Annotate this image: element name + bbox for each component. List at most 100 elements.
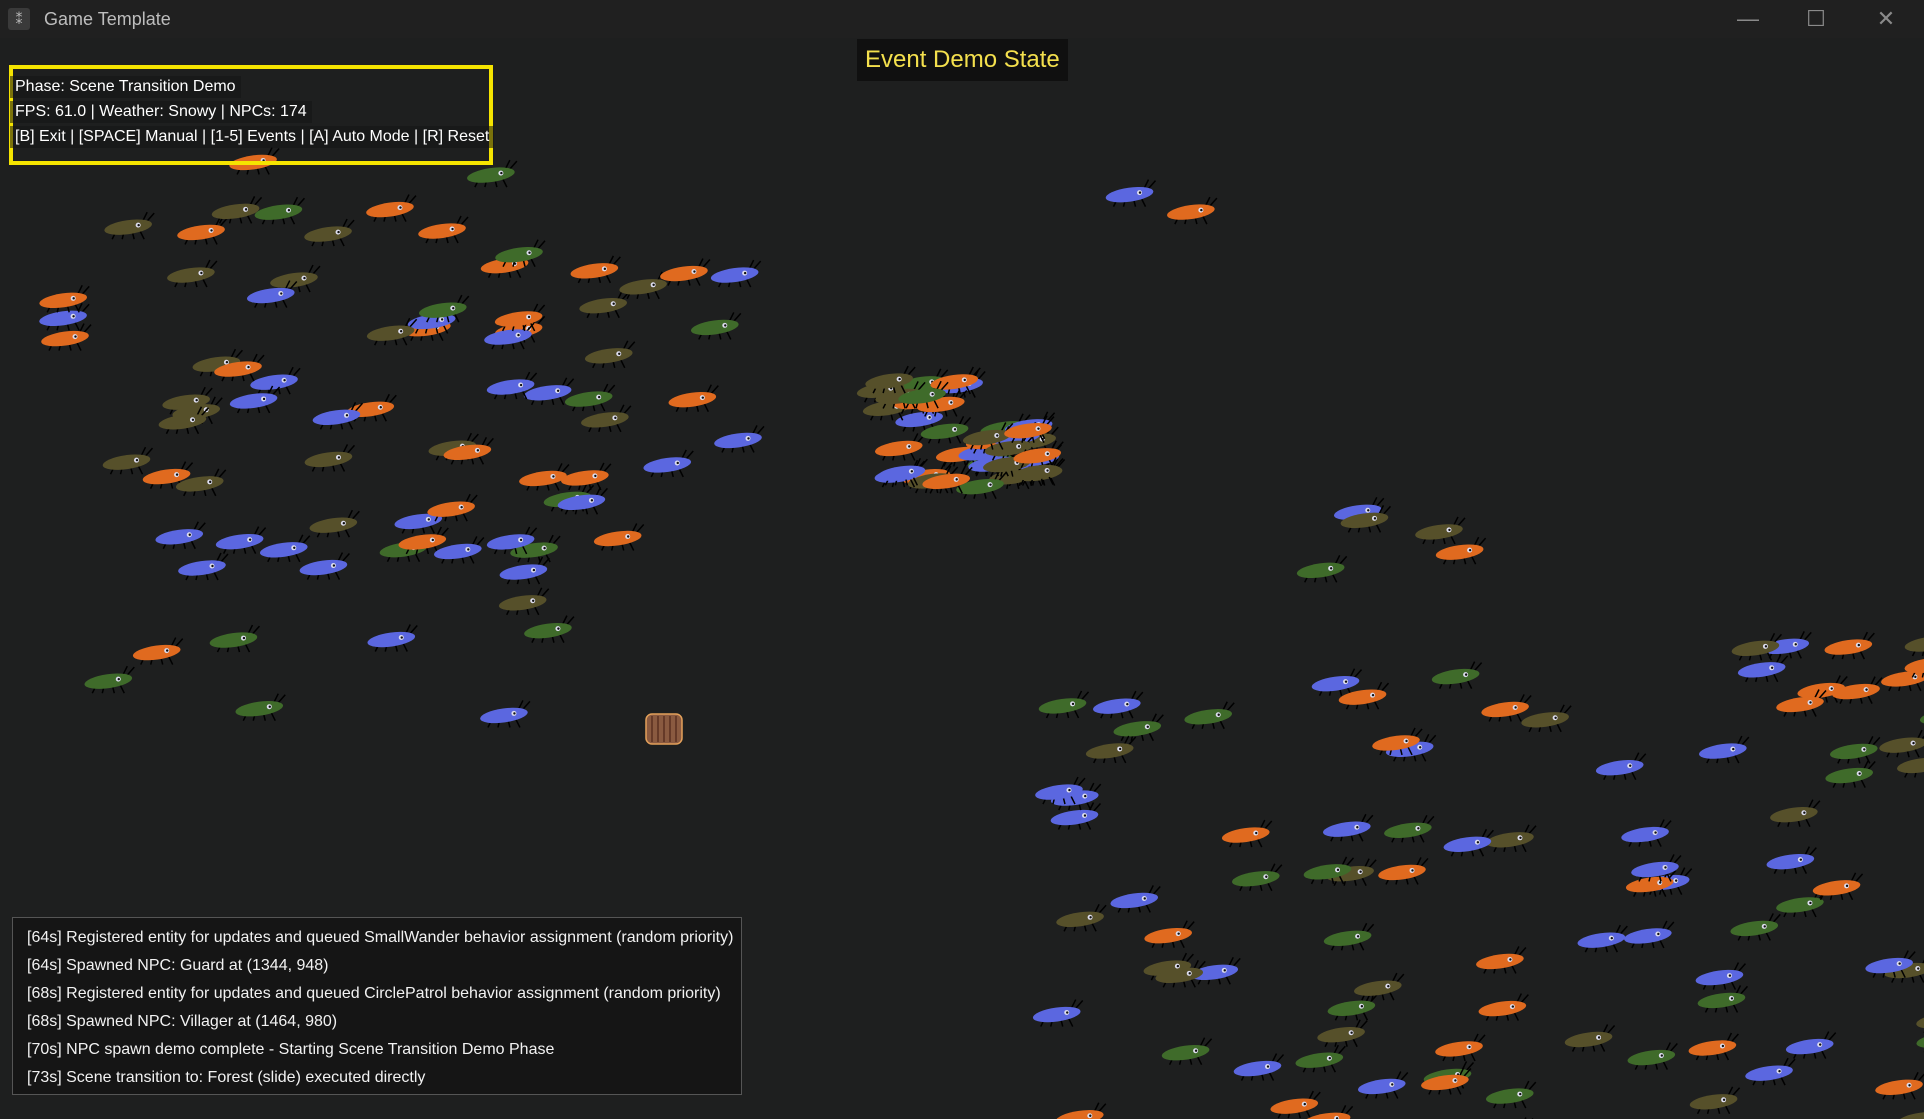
npc-sprite — [1270, 1090, 1321, 1119]
npc-sprite — [499, 556, 550, 585]
npc-sprite — [229, 385, 281, 414]
npc-sprite — [394, 506, 445, 534]
npc-sprite — [1476, 946, 1527, 974]
npc-sprite — [1415, 516, 1466, 545]
npc-sprite — [1378, 857, 1429, 885]
npc-sprite — [254, 196, 306, 225]
npc-sprite — [1190, 956, 1241, 985]
npc-sprite — [309, 509, 360, 538]
npc-sprite — [1184, 701, 1235, 730]
npc-sprite — [1730, 913, 1781, 941]
log-line: [68s] Registered entity for updates and … — [27, 985, 721, 1002]
npc-sprite — [480, 700, 531, 728]
npc-sprite — [178, 552, 229, 581]
npc-sprite — [1695, 962, 1746, 990]
npc-sprite — [1323, 922, 1375, 951]
npc-sprite — [714, 425, 765, 453]
npc-sprite — [1435, 1033, 1486, 1062]
npc-sprite — [1897, 1111, 1924, 1119]
npc-sprite — [1916, 1032, 1924, 1053]
log-line: [64s] Registered entity for updates and … — [27, 929, 734, 946]
npc-sprite — [920, 416, 972, 444]
npc-sprite — [1317, 1019, 1368, 1048]
npc-sprite — [1296, 554, 1348, 583]
hud-phase: Phase: Scene Transition Demo — [10, 76, 241, 98]
npc-sprite — [1421, 1067, 1472, 1095]
npc-sprite — [643, 449, 694, 478]
npc-sprite — [304, 218, 355, 247]
npc-sprite — [519, 463, 570, 491]
npc-sprite — [486, 371, 538, 400]
maximize-icon[interactable]: ☐ — [1806, 6, 1826, 31]
npc-sprite — [922, 466, 973, 494]
npc-sprite — [865, 365, 916, 394]
npc-sprite — [486, 526, 538, 555]
npc-sprite — [407, 306, 459, 334]
npc-sprite — [619, 271, 670, 300]
npc-sprite — [1295, 1044, 1346, 1073]
npc-sprite — [1832, 676, 1883, 704]
npc-sprite — [418, 294, 470, 323]
npc-sprite — [1384, 814, 1435, 843]
npc-layer — [39, 147, 1924, 1119]
npc-sprite — [1812, 872, 1864, 901]
npc-sprite — [84, 665, 135, 694]
npc-sprite — [1486, 824, 1537, 853]
log-line: [70s] NPC spawn demo complete - Starting… — [27, 1041, 555, 1058]
state-title: Event Demo State — [857, 39, 1068, 81]
npc-sprite — [1478, 993, 1529, 1021]
close-icon[interactable]: ✕ — [1876, 6, 1896, 31]
npc-sprite — [1110, 885, 1161, 913]
npc-sprite — [1521, 704, 1572, 733]
event-log: [64s] Registered entity for updates and … — [12, 917, 742, 1095]
npc-sprite — [299, 552, 350, 580]
npc-sprite — [1338, 681, 1390, 710]
npc-sprite — [1372, 727, 1423, 756]
npc-sprite — [366, 317, 418, 346]
game-canvas[interactable]: Event Demo State Phase: Scene Transition… — [0, 38, 1924, 1119]
npc-sprite — [1625, 869, 1677, 897]
npc-sprite — [1564, 1024, 1616, 1052]
npc-sprite — [581, 404, 632, 433]
npc-sprite — [427, 493, 478, 522]
npc-sprite — [710, 259, 762, 288]
npc-sprite — [1745, 1057, 1796, 1086]
npc-sprite — [1785, 1031, 1837, 1059]
npc-sprite — [1595, 752, 1647, 781]
npc-sprite — [1766, 846, 1817, 874]
npc-sprite — [434, 536, 485, 564]
npc-sprite — [177, 217, 228, 245]
npc-sprite — [877, 457, 928, 486]
npc-sprite — [1624, 920, 1675, 949]
npc-sprite — [579, 290, 630, 319]
npc-sprite — [1776, 889, 1827, 918]
npc-sprite — [1435, 536, 1487, 565]
npc-sprite — [1233, 1053, 1285, 1081]
npc-sprite — [1904, 636, 1924, 657]
npc-sprite — [1232, 863, 1283, 892]
npc-sprite — [956, 471, 1007, 500]
log-line: [64s] Spawned NPC: Guard at (1344, 948) — [27, 957, 329, 974]
npc-sprite — [1824, 631, 1875, 660]
npc-sprite — [250, 366, 301, 395]
hud-controls: [B] Exit | [SPACE] Manual | [1-5] Events… — [10, 126, 495, 148]
npc-sprite — [467, 159, 518, 188]
npc-sprite — [304, 444, 356, 472]
npc-sprite — [1056, 903, 1107, 932]
npc-sprite — [235, 693, 286, 722]
npc-sprite — [443, 437, 494, 465]
npc-sprite — [1627, 1042, 1678, 1070]
npc-sprite — [498, 587, 550, 616]
npc-sprite — [1167, 196, 1218, 225]
npc-sprite — [211, 196, 263, 224]
npc-sprite — [1916, 1013, 1924, 1033]
npc-sprite — [259, 534, 311, 563]
window-titlebar[interactable]: ⁑ Game Template — ☐ ✕ — [0, 0, 1924, 38]
npc-sprite — [1038, 690, 1090, 719]
npc-sprite — [524, 615, 575, 643]
npc-sprite — [1689, 1086, 1741, 1115]
npc-sprite — [1631, 854, 1682, 882]
npc-sprite — [1105, 179, 1157, 207]
npc-sprite — [1056, 1102, 1107, 1119]
minimize-icon[interactable]: — — [1737, 6, 1759, 31]
